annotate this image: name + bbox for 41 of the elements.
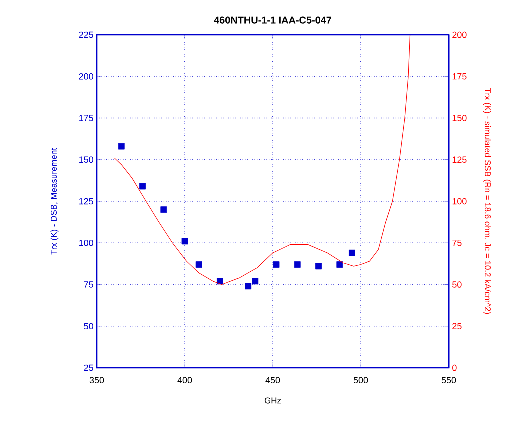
y2-tick-label: 75 <box>452 240 462 246</box>
y2-tick-label: 150 <box>452 115 467 122</box>
y-tick-label: 150 <box>80 156 94 164</box>
y-axis-title: Trx (K) - DSB, Measurement <box>50 148 59 255</box>
y2-tick-label: 25 <box>452 323 462 330</box>
y-tick-label: 75 <box>84 282 94 288</box>
y-tick-label: 200 <box>79 73 94 80</box>
point <box>316 263 322 270</box>
y2-tick-label: 200 <box>452 32 467 38</box>
point <box>294 262 301 268</box>
y2-axis-title: Trx (K) - simulated SSB (Rn = 18.6 ohm, Jc = 10.2 kA/cm^2) <box>483 88 492 314</box>
point <box>273 262 280 268</box>
y2-tick-label: 50 <box>452 282 462 288</box>
x-tick-label: 500 <box>354 377 368 384</box>
y2-tick-label: 125 <box>452 156 467 164</box>
point <box>182 238 188 245</box>
point <box>140 183 146 190</box>
point <box>349 250 356 256</box>
y2-tick-label: 100 <box>452 198 467 205</box>
line-series <box>114 34 411 286</box>
y-tick-label: 125 <box>80 198 94 205</box>
y-tick-label: 25 <box>84 364 94 372</box>
x-axis-title: GHz <box>264 398 282 404</box>
y2-tick-label: 175 <box>452 73 467 80</box>
point <box>118 143 125 150</box>
point <box>245 283 252 290</box>
y-tick-label: 225 <box>79 32 94 38</box>
point <box>196 262 202 268</box>
point <box>252 278 259 285</box>
x-tick-label: 400 <box>178 377 192 384</box>
x-tick-label: 350 <box>90 377 104 384</box>
y2-tick-label: 0 <box>452 364 457 372</box>
point <box>336 262 344 268</box>
point <box>160 206 168 214</box>
x-tick-label: 550 <box>442 377 456 384</box>
y-tick-label: 100 <box>80 240 94 246</box>
chart-title: 460NTHU-1-1 IAA-C5-047 <box>214 16 332 24</box>
point <box>217 278 224 285</box>
y-tick-label: 175 <box>80 115 94 122</box>
x-tick-label: 450 <box>266 377 280 384</box>
y-tick-label: 50 <box>84 323 94 330</box>
